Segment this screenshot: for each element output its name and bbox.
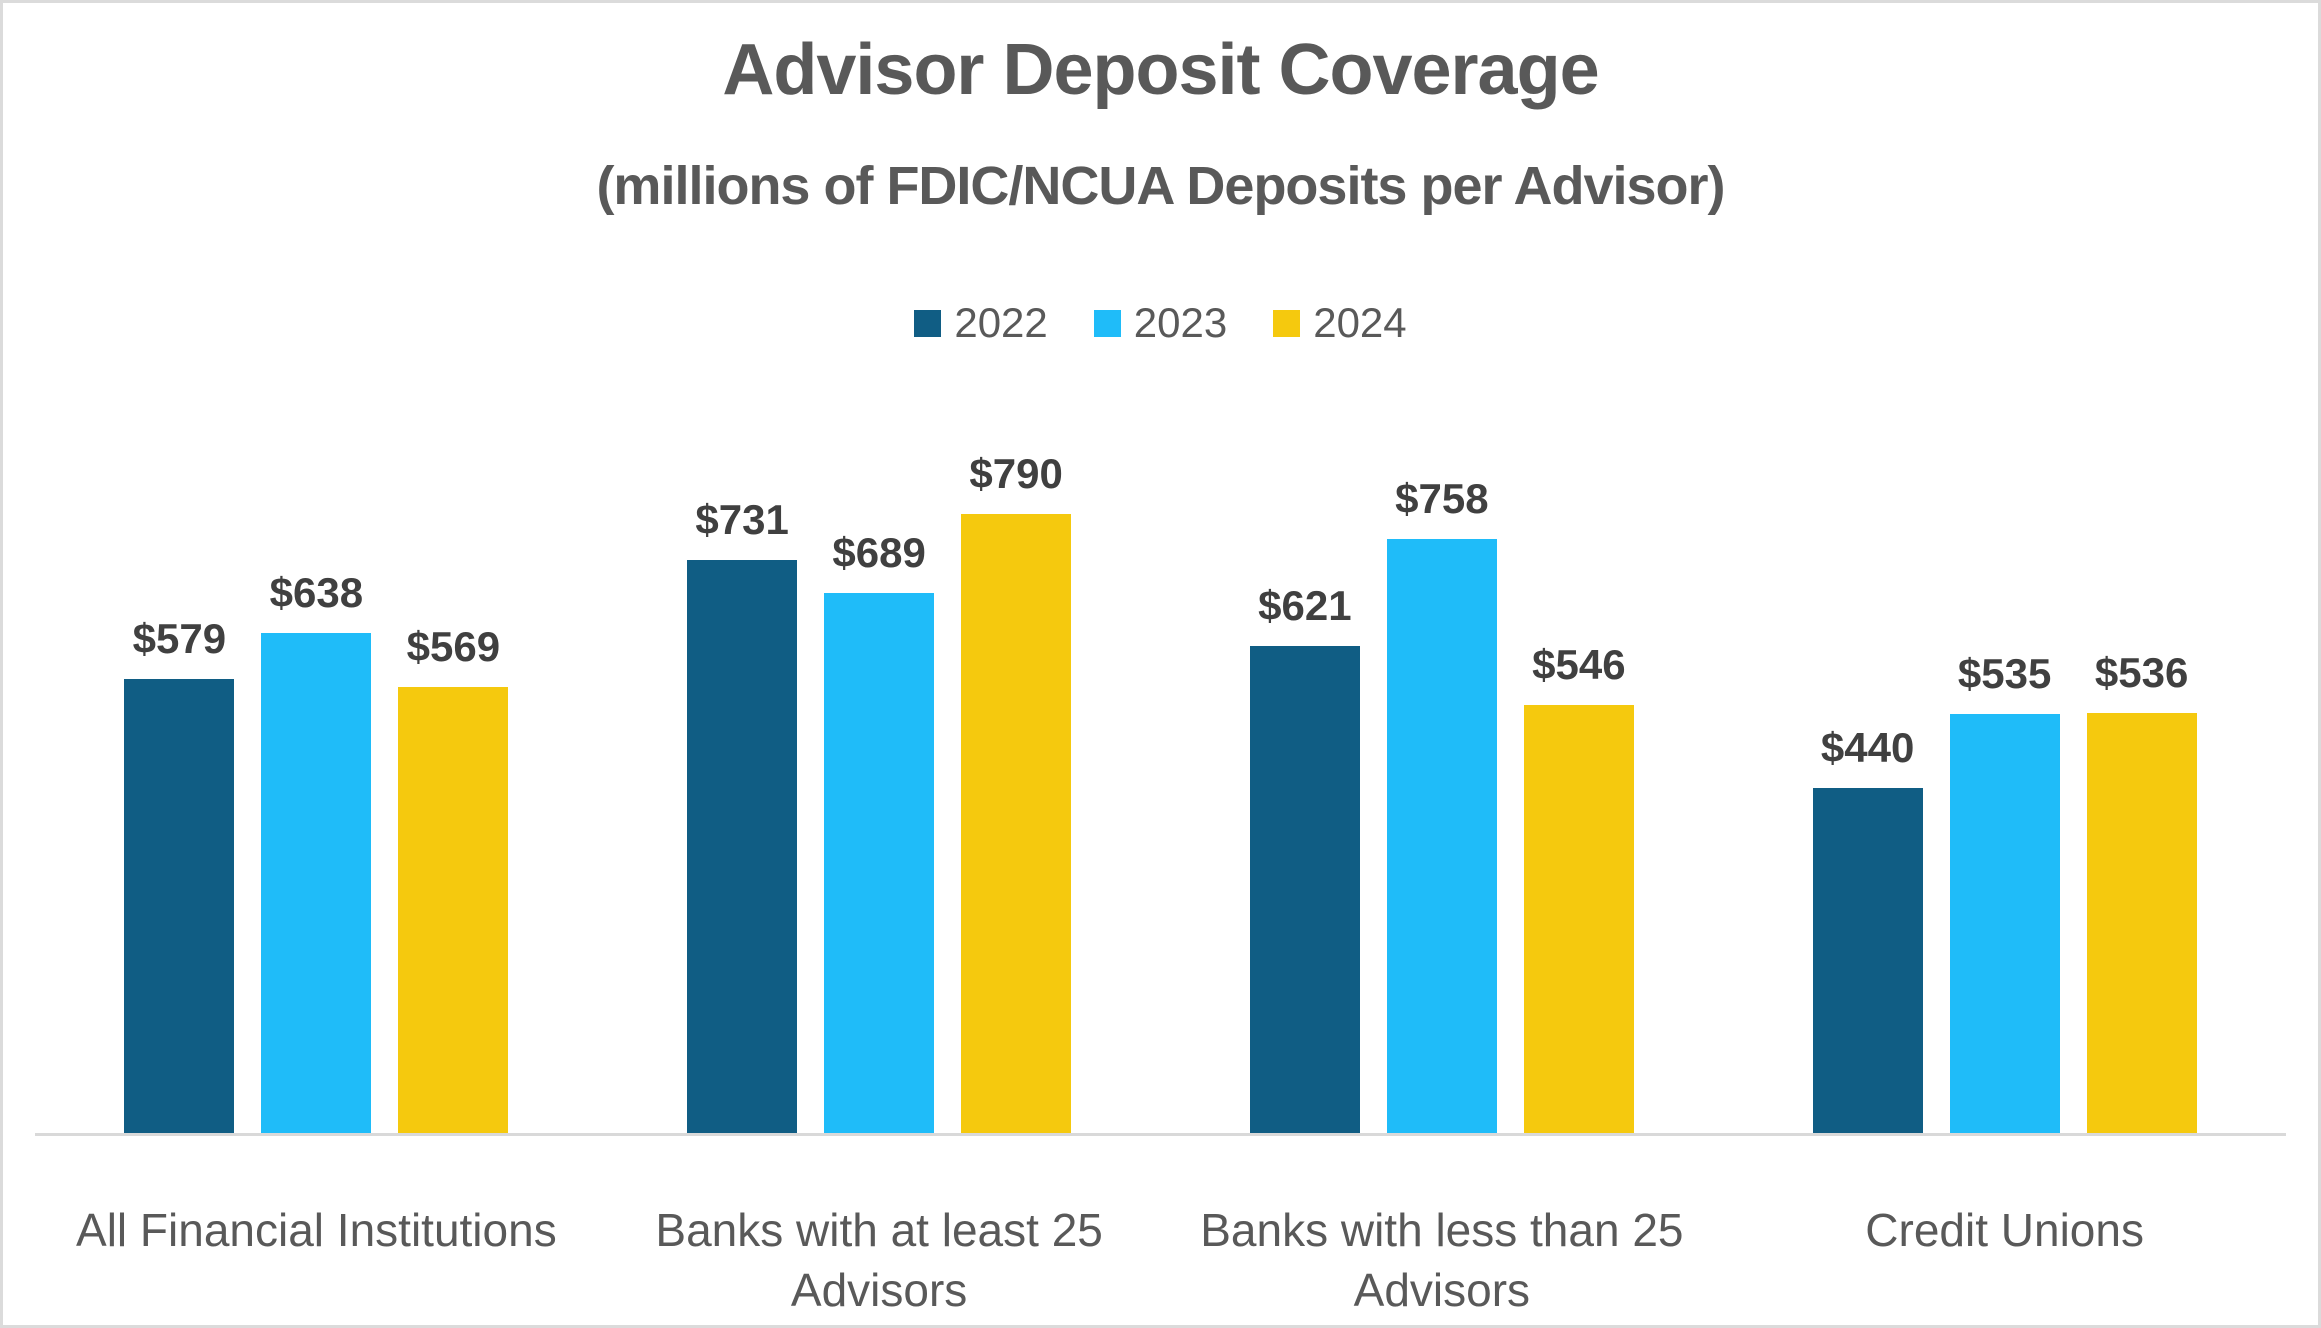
bar-2023-banks-at-least-25-advisors: $689 (824, 529, 935, 1133)
data-label: $536 (2094, 649, 2189, 696)
data-label: $731 (695, 496, 789, 543)
category-label-text: All Financial Institutions (76, 1204, 557, 1256)
legend: 2022 2023 2024 (3, 299, 2318, 347)
data-label: $790 (969, 450, 1063, 497)
bar-2023-all-financial-institutions: $638 (261, 569, 372, 1133)
bar-2024-all-financial-institutions: $569 (398, 623, 509, 1133)
category-label-credit-unions: Credit Unions (1723, 1201, 2286, 1321)
plot-area: $579 $638 $569 $731 $689 $790 $621 $758 … (35, 423, 2286, 1136)
bar-2022-banks-at-least-25-advisors: $731 (687, 496, 798, 1133)
bar-2024-banks-less-than-25-advisors: $546 (1523, 641, 1634, 1133)
data-label: $569 (406, 623, 501, 670)
data-label: $689 (832, 529, 926, 576)
data-label: $579 (132, 615, 227, 662)
category-label-banks-less-than-25-advisors: Banks with less than 25 Advisors (1161, 1201, 1724, 1321)
bar-2022-credit-unions: $440 (1812, 724, 1923, 1133)
category-group-all-financial-institutions: $579 $638 $569 (35, 423, 598, 1133)
legend-label-2024: 2024 (1313, 299, 1407, 346)
bar-2023-credit-unions: $535 (1949, 650, 2060, 1133)
legend-label-2023: 2023 (1133, 299, 1228, 346)
bar-2022-all-financial-institutions: $579 (124, 615, 235, 1133)
category-label-text: Banks with at least 25 Advisors (655, 1204, 1103, 1316)
bar-2023-banks-less-than-25-advisors: $758 (1386, 475, 1497, 1133)
category-group-credit-unions: $440 $535 $536 (1723, 423, 2286, 1133)
data-label: $535 (1957, 650, 2052, 697)
legend-item-2023: 2023 (1093, 299, 1228, 347)
legend-swatch-2022 (914, 309, 942, 337)
category-label-banks-at-least-25-advisors: Banks with at least 25 Advisors (598, 1201, 1161, 1321)
data-label: $621 (1258, 582, 1352, 629)
bar-2022-banks-less-than-25-advisors: $621 (1249, 582, 1360, 1133)
bar-2024-credit-unions: $536 (2086, 649, 2197, 1133)
category-label-text: Credit Unions (1865, 1204, 2144, 1256)
data-label: $546 (1532, 641, 1626, 688)
category-group-banks-less-than-25-advisors: $621 $758 $546 (1161, 423, 1724, 1133)
category-label-text: Banks with less than 25 Advisors (1200, 1204, 1684, 1316)
x-axis: All Financial Institutions Banks with at… (35, 1201, 2286, 1321)
data-label: $758 (1395, 475, 1489, 522)
legend-swatch-2023 (1093, 309, 1121, 337)
legend-item-2022: 2022 (914, 299, 1048, 347)
category-group-banks-at-least-25-advisors: $731 $689 $790 (598, 423, 1161, 1133)
legend-label-2022: 2022 (954, 299, 1048, 346)
legend-item-2024: 2024 (1273, 299, 1407, 347)
data-label: $638 (269, 569, 364, 616)
bar-2024-banks-at-least-25-advisors: $790 (961, 450, 1072, 1133)
legend-swatch-2024 (1273, 309, 1301, 337)
chart-subtitle: (millions of FDIC/NCUA Deposits per Advi… (596, 156, 1725, 216)
data-label: $440 (1820, 724, 1915, 771)
chart-title: Advisor Deposit Coverage (722, 30, 1599, 110)
category-label-all-financial-institutions: All Financial Institutions (35, 1201, 598, 1321)
